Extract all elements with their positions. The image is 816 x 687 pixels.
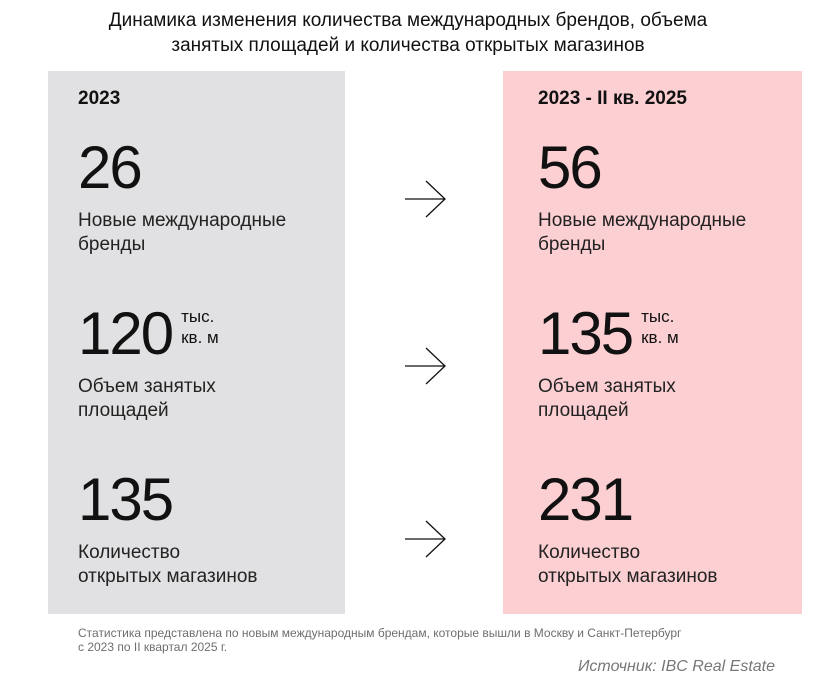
metric-label: Новые международные бренды: [78, 209, 286, 257]
metric-value: 120: [78, 300, 174, 367]
metric-new-brands: 26 Новые международные бренды: [78, 133, 286, 257]
metric-label-line-2: бренды: [538, 234, 606, 255]
panel-2023-q2-2025: 2023 - II кв. 2025 56 Новые международны…: [503, 71, 802, 614]
metric-value: 135: [538, 300, 634, 367]
metric-label: Количество открытых магазинов: [538, 541, 718, 589]
period-label: 2023 - II кв. 2025: [538, 88, 688, 109]
metric-unit-line-1: тыс.: [641, 307, 675, 326]
metric-label-line-1: Объем занятых: [538, 376, 676, 397]
metric-label-line-1: Новые международные: [538, 210, 747, 231]
metric-occupied-area: 120 тыс. кв. м Объем занятых площадей: [78, 299, 219, 423]
metric-value: 56: [538, 134, 603, 201]
metric-label: Количество открытых магазинов: [78, 541, 258, 589]
metric-label-line-2: площадей: [538, 400, 629, 421]
metric-unit-line-2: кв. м: [181, 328, 219, 347]
metric-label-line-2: бренды: [78, 234, 146, 255]
metric-value: 231: [538, 466, 634, 533]
metric-label-line-2: открытых магазинов: [538, 566, 718, 587]
metric-new-brands: 56 Новые международные бренды: [538, 133, 746, 257]
metric-value: 135: [78, 466, 174, 533]
metric-unit-line-2: кв. м: [641, 328, 679, 347]
metric-label-line-2: площадей: [78, 400, 169, 421]
metric-label-line-2: открытых магазинов: [78, 566, 258, 587]
title-line-1: Динамика изменения количества международ…: [108, 10, 708, 31]
footnote: Статистика представлена по новым междуна…: [78, 626, 778, 654]
arrow-right-icon: [404, 179, 448, 219]
metric-occupied-area: 135 тыс. кв. м Объем занятых площадей: [538, 299, 679, 423]
metric-unit-line-1: тыс.: [181, 307, 215, 326]
metric-label: Новые международные бренды: [538, 209, 746, 257]
metric-open-stores: 231 Количество открытых магазинов: [538, 465, 718, 589]
metric-value: 26: [78, 134, 143, 201]
metric-label-line-1: Количество: [78, 542, 181, 563]
metric-label: Объем занятых площадей: [538, 375, 679, 423]
footnote-line-1: Статистика представлена по новым междуна…: [78, 626, 682, 640]
arrow-right-icon: [404, 346, 448, 386]
arrow-right-icon: [404, 519, 448, 559]
metric-label-line-1: Объем занятых: [78, 376, 216, 397]
title-line-2: занятых площадей и количества открытых м…: [171, 35, 645, 56]
panel-2023: 2023 26 Новые международные бренды 120 т…: [48, 71, 345, 614]
metric-label: Объем занятых площадей: [78, 375, 219, 423]
metric-label-line-1: Новые международные: [78, 210, 287, 231]
metric-open-stores: 135 Количество открытых магазинов: [78, 465, 258, 589]
metric-label-line-1: Количество: [538, 542, 641, 563]
metric-unit: тыс. кв. м: [181, 306, 219, 348]
period-label: 2023: [78, 88, 121, 109]
footnote-line-2: с 2023 по II квартал 2025 г.: [78, 640, 228, 654]
source-note: Источник: IBC Real Estate: [577, 658, 775, 675]
metric-unit: тыс. кв. м: [641, 306, 679, 348]
page-title: Динамика изменения количества международ…: [0, 8, 816, 58]
